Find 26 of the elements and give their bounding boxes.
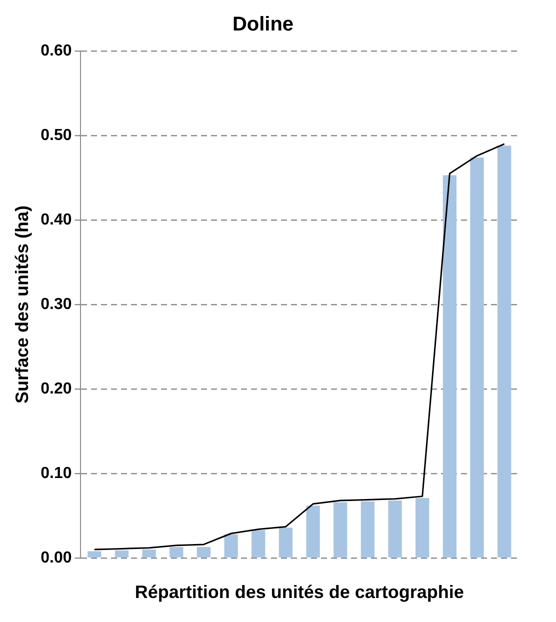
y-tick-label: 0.10 [40, 464, 72, 482]
y-tick-label: 0.60 [40, 42, 72, 60]
bar [498, 146, 512, 558]
bar [416, 498, 430, 558]
y-tick-label: 0.40 [40, 211, 72, 228]
bar [278, 528, 293, 558]
bar [306, 506, 320, 558]
bar [88, 551, 102, 558]
y-tick-label: 0.30 [40, 296, 72, 313]
bar [388, 500, 402, 558]
bar [442, 175, 457, 558]
y-tick-label: 0.20 [40, 380, 72, 398]
bar [196, 547, 211, 558]
chart-title: Doline [232, 14, 294, 36]
bar [114, 550, 129, 558]
y-tick-label: 0.50 [40, 126, 72, 144]
bar [470, 157, 484, 558]
bar [170, 547, 184, 558]
x-axis-title: Répartition des unités de cartographie [134, 582, 464, 602]
bar [360, 501, 375, 558]
bar [334, 502, 348, 558]
bar [142, 550, 156, 558]
y-tick-label: 0.00 [40, 549, 72, 566]
bar [224, 534, 238, 558]
bar [252, 530, 266, 558]
y-axis-title: Surface des unités (ha) [12, 205, 32, 404]
